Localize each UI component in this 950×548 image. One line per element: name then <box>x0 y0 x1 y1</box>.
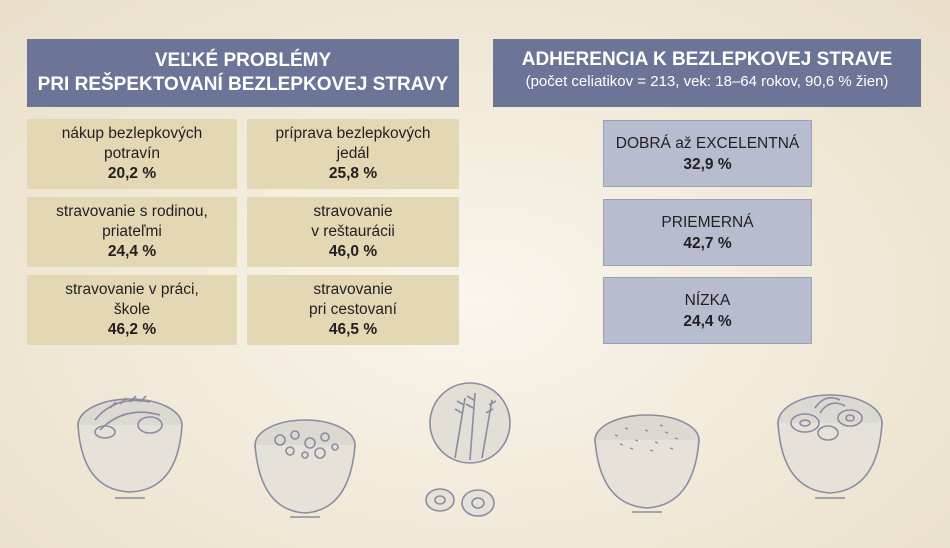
problem-label-line2: škole <box>113 301 151 318</box>
problem-cell-work: stravovanie v práci, škole 46,2 % <box>27 275 237 345</box>
problem-value: 46,0 % <box>328 243 378 260</box>
adherence-good: DOBRÁ až EXCELENTNÁ 32,9 % <box>603 120 812 187</box>
bowl-with-stew-icon <box>254 419 356 518</box>
problem-cell-family: stravovanie s rodinou, priateľmi 24,4 % <box>27 197 237 267</box>
problem-cell-restaurant: stravovanie v reštaurácii 46,0 % <box>247 197 459 267</box>
problem-label-line1: stravovanie s rodinou, <box>56 203 208 220</box>
problem-label-line1: stravovanie <box>313 203 393 220</box>
problem-value: 46,5 % <box>328 321 378 338</box>
problem-label-line2: priateľmi <box>102 223 162 240</box>
adherence-label: NÍZKA <box>684 291 731 309</box>
bowl-with-wheat-icon <box>77 395 183 499</box>
bowl-with-salad-icon <box>777 394 883 499</box>
problem-label-line2: v reštaurácii <box>311 223 395 240</box>
adherence-title: ADHERENCIA K BEZLEPKOVEJ STRAVE <box>521 49 893 70</box>
wheat-ears-icon <box>425 382 511 517</box>
adherence-average: PRIEMERNÁ 42,7 % <box>603 199 812 266</box>
adherence-value: 42,7 % <box>683 234 732 252</box>
problems-title-line2: PRI REŠPEKTOVANÍ BEZLEPKOVEJ STRAVY <box>37 74 449 95</box>
problem-label-line2: pri cestovaní <box>309 301 397 318</box>
adherence-low: NÍZKA 24,4 % <box>603 277 812 344</box>
problem-cell-preparation: príprava bezlepkových jedál 25,8 % <box>247 119 459 189</box>
bowl-with-grain-icon <box>594 414 700 513</box>
problem-value: 46,2 % <box>107 321 157 338</box>
problem-label-line2: potravín <box>103 145 160 162</box>
adherence-header: ADHERENCIA K BEZLEPKOVEJ STRAVE (počet c… <box>493 39 921 107</box>
problem-label-line2: jedál <box>336 145 370 162</box>
problem-cell-travel: stravovanie pri cestovaní 46,5 % <box>247 275 459 345</box>
problem-cell-shopping: nákup bezlepkových potravín 20,2 % <box>27 119 237 189</box>
problem-label-line1: stravovanie v práci, <box>65 281 199 298</box>
adherence-label: PRIEMERNÁ <box>661 213 754 231</box>
adherence-subtitle: (počet celiatikov = 213, vek: 18–64 roko… <box>525 73 889 90</box>
problem-label-line1: stravovanie <box>313 281 393 298</box>
problem-value: 24,4 % <box>107 243 157 260</box>
problems-header: VEĽKÉ PROBLÉMY PRI REŠPEKTOVANÍ BEZLEPKO… <box>27 39 459 107</box>
problem-value: 20,2 % <box>107 165 157 182</box>
problem-value: 25,8 % <box>328 165 378 182</box>
problems-title-line1: VEĽKÉ PROBLÉMY <box>154 50 332 71</box>
adherence-value: 32,9 % <box>683 155 732 173</box>
problem-label-line1: nákup bezlepkových <box>61 125 203 142</box>
adherence-value: 24,4 % <box>683 312 732 330</box>
adherence-label: DOBRÁ až EXCELENTNÁ <box>615 134 800 152</box>
problem-label-line1: príprava bezlepkových <box>275 125 431 142</box>
